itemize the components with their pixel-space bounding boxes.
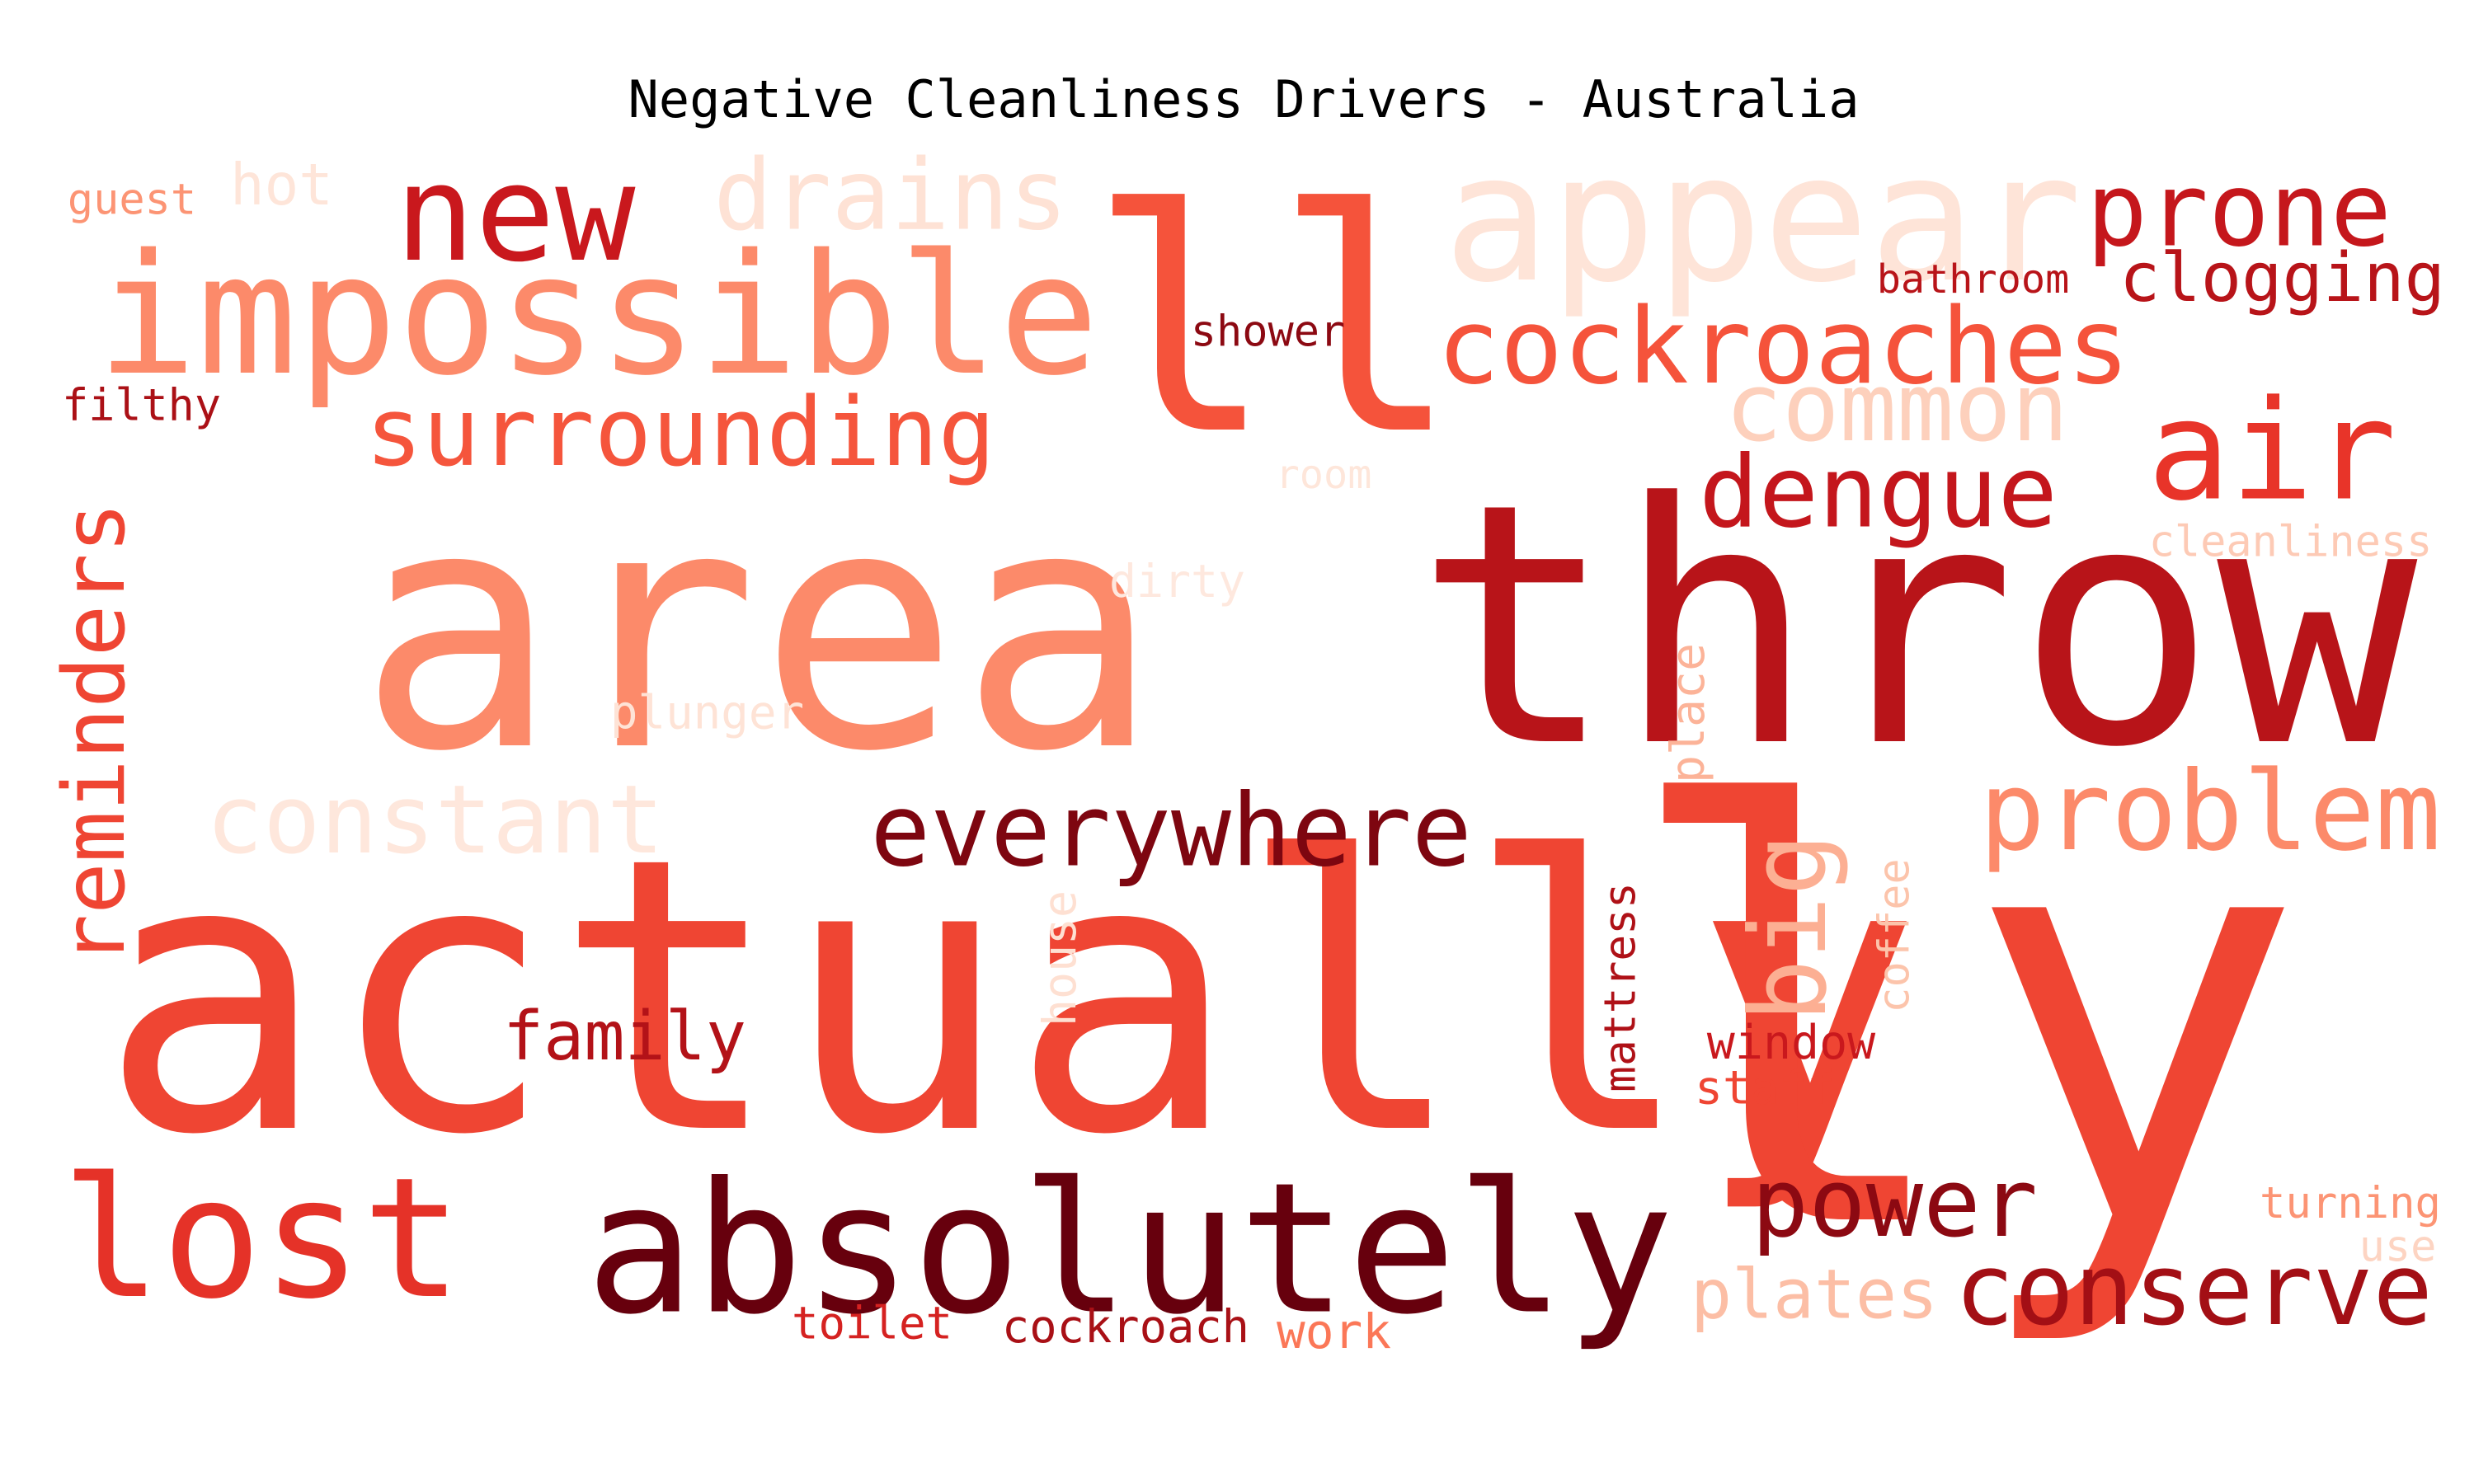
word-lost: lost [61,1142,462,1336]
word-work: work [1277,1303,1391,1360]
word-reminders: reminders [45,502,144,965]
word-cockroach: cockroach [1002,1301,1249,1354]
word-window: window [1707,1016,1876,1070]
word-guest: guest [68,176,196,225]
word-mattress: mattress [1596,882,1646,1092]
word-toilet: toilet [792,1298,952,1350]
word-hot: hot [230,153,333,218]
word-staff: staff [1695,1062,1835,1115]
word-everywhere: everywhere [870,773,1472,890]
word-appear: appear [1443,115,2082,322]
word-absolutely: absolutely [586,1144,1674,1355]
word-new: new [395,137,636,292]
word-shower: shower [1191,308,1345,357]
word-common: common [1725,353,2069,463]
word-cleanliness: cleanliness [2149,518,2433,567]
word-throw: throw [1415,433,2420,820]
word-cockroaches: cockroaches [1437,285,2129,407]
word-dengue: dengue [1699,435,2058,551]
word-ll: ll [1089,144,1460,503]
word-actually: actually [99,777,1921,1218]
word-power: power [1752,1148,2038,1259]
word-plunger: plunger [610,687,804,740]
word-use: use [2359,1223,2437,1272]
word-problem: problem [1979,749,2441,876]
word-big: big [1729,833,1851,1022]
word-impossible: impossible [96,218,1098,412]
chart-title: Negative Cleanliness Drivers - Australia [628,69,1859,129]
word-prone: prone [2086,152,2392,270]
word-air: air [2147,372,2396,532]
word-filthy: filthy [62,379,221,431]
word-house: house [1033,890,1086,1026]
word-conserve: conserve [1954,1233,2433,1348]
word-family: family [503,998,746,1076]
word-plates: plates [1691,1255,1938,1335]
word-turning: turning [2260,1179,2441,1228]
word-constant: constant [206,765,665,876]
word-area: area [358,437,1159,824]
word-place: place [1662,643,1715,783]
word-coffee: coffee [1870,858,1920,1012]
word-ly: ly [1619,690,2307,1355]
word-surrounding: surrounding [365,378,995,488]
word-clogging: clogging [2119,239,2445,317]
word-bathroom: bathroom [1877,256,2070,303]
word-dirty: dirty [1109,555,1245,608]
word-drains: drains [713,139,1068,253]
word-room: room [1276,452,1372,498]
